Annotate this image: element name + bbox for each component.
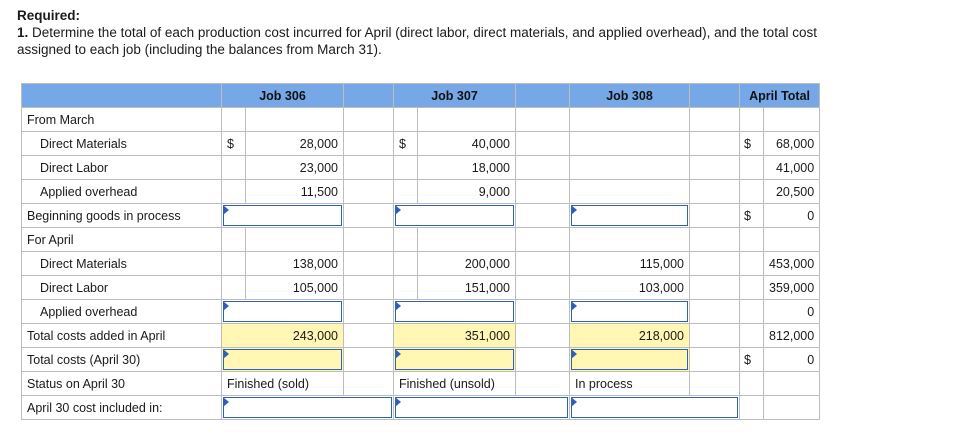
job306-total-added: 243,000 bbox=[221, 323, 344, 348]
table-row: Direct Labor 105,000 151,000 103,000 359… bbox=[21, 275, 821, 300]
table-row: Status on April 30 Finished (sold) Finis… bbox=[21, 371, 821, 396]
job306-status: Finished (sold) bbox=[221, 371, 344, 396]
job307-dm-april: 200,000 bbox=[417, 251, 516, 276]
job308-total-added: 218,000 bbox=[569, 323, 690, 348]
table-row: Direct Labor 23,000 18,000 41,000 bbox=[21, 155, 821, 180]
job308-cost-included-select[interactable] bbox=[569, 395, 740, 420]
instructions: Required: 1. Determine the total of each… bbox=[17, 7, 957, 58]
row-label-cost-included: April 30 cost included in: bbox=[21, 395, 222, 420]
job306-oh-april-input[interactable] bbox=[221, 299, 344, 324]
currency-sign: $ bbox=[221, 131, 246, 156]
job307-beginning-input[interactable] bbox=[393, 203, 516, 228]
currency-sign: $ bbox=[739, 203, 764, 228]
row-label-direct-materials-april: Direct Materials bbox=[21, 251, 222, 276]
total-dl-april: 359,000 bbox=[762, 275, 821, 300]
row-label-direct-labor: Direct Labor bbox=[21, 155, 222, 180]
job308-total-costs-input[interactable] bbox=[569, 347, 690, 372]
row-label-applied-overhead: Applied overhead bbox=[21, 179, 222, 204]
header-row: Job 306 Job 307 Job 308 April Total bbox=[21, 83, 821, 108]
row-label-total-costs: Total costs (April 30) bbox=[21, 347, 222, 372]
job308-dl-april: 103,000 bbox=[569, 275, 690, 300]
job307-oh-april-input[interactable] bbox=[393, 299, 516, 324]
total-dm: 68,000 bbox=[762, 131, 821, 156]
total-total-costs: 0 bbox=[762, 347, 821, 372]
header-april-total: April Total bbox=[738, 83, 821, 108]
header-job306: Job 306 bbox=[221, 83, 344, 108]
job307-cost-included-select[interactable] bbox=[393, 395, 570, 420]
job306-dm: 28,000 bbox=[245, 131, 344, 156]
row-label-total-added: Total costs added in April bbox=[21, 323, 222, 348]
job306-beginning-input[interactable] bbox=[221, 203, 344, 228]
job-cost-table: Job 306 Job 307 Job 308 April Total From… bbox=[21, 83, 821, 420]
job306-dl-april: 105,000 bbox=[245, 275, 344, 300]
total-dl: 41,000 bbox=[762, 155, 821, 180]
job307-total-costs-input[interactable] bbox=[393, 347, 516, 372]
job307-total-added: 351,000 bbox=[393, 323, 516, 348]
header-job307: Job 307 bbox=[393, 83, 516, 108]
job308-oh-april-input[interactable] bbox=[569, 299, 690, 324]
row-label-direct-labor-april: Direct Labor bbox=[21, 275, 222, 300]
job307-oh: 9,000 bbox=[417, 179, 516, 204]
required-line-2: assigned to each job (including the bala… bbox=[17, 42, 382, 57]
job308-dm-april: 115,000 bbox=[569, 251, 690, 276]
row-label-applied-overhead-april: Applied overhead bbox=[21, 299, 222, 324]
table-row: Direct Materials $ 28,000 $ 40,000 $ 68,… bbox=[21, 131, 821, 156]
job306-total-costs-input[interactable] bbox=[221, 347, 344, 372]
table-row: Total costs added in April 243,000 351,0… bbox=[21, 323, 821, 348]
table-row: Applied overhead 0 bbox=[21, 299, 821, 324]
required-line-1: 1. Determine the total of each productio… bbox=[17, 25, 817, 40]
row-label-for-april: For April bbox=[21, 227, 222, 252]
job307-dl-april: 151,000 bbox=[417, 275, 516, 300]
currency-sign: $ bbox=[739, 347, 764, 372]
job306-oh: 11,500 bbox=[245, 179, 344, 204]
row-label-beginning-goods: Beginning goods in process bbox=[21, 203, 222, 228]
total-oh: 20,500 bbox=[762, 179, 821, 204]
job306-dl: 23,000 bbox=[245, 155, 344, 180]
row-label-from-march: From March bbox=[21, 107, 222, 132]
job307-dm: 40,000 bbox=[417, 131, 516, 156]
job308-beginning-input[interactable] bbox=[569, 203, 690, 228]
job307-dl: 18,000 bbox=[417, 155, 516, 180]
table-row: Total costs (April 30) $ 0 bbox=[21, 347, 821, 372]
total-total-added: 812,000 bbox=[762, 323, 821, 348]
row-label-status: Status on April 30 bbox=[21, 371, 222, 396]
table-row: Beginning goods in process $ 0 bbox=[21, 203, 821, 228]
currency-sign: $ bbox=[393, 131, 418, 156]
total-dm-april: 453,000 bbox=[762, 251, 821, 276]
job308-status: In process bbox=[569, 371, 690, 396]
header-job308: Job 308 bbox=[569, 83, 690, 108]
total-oh-april: 0 bbox=[762, 299, 821, 324]
table-row: Direct Materials 138,000 200,000 115,000… bbox=[21, 251, 821, 276]
table-row: From March bbox=[21, 107, 821, 132]
currency-sign: $ bbox=[739, 131, 764, 156]
required-title: Required: bbox=[17, 8, 81, 23]
row-label-direct-materials: Direct Materials bbox=[21, 131, 222, 156]
table-row: Applied overhead 11,500 9,000 20,500 bbox=[21, 179, 821, 204]
table-row: April 30 cost included in: bbox=[21, 395, 821, 420]
job307-status: Finished (unsold) bbox=[393, 371, 516, 396]
job306-cost-included-select[interactable] bbox=[221, 395, 394, 420]
table-row: For April bbox=[21, 227, 821, 252]
job306-dm-april: 138,000 bbox=[245, 251, 344, 276]
total-beginning: 0 bbox=[762, 203, 821, 228]
